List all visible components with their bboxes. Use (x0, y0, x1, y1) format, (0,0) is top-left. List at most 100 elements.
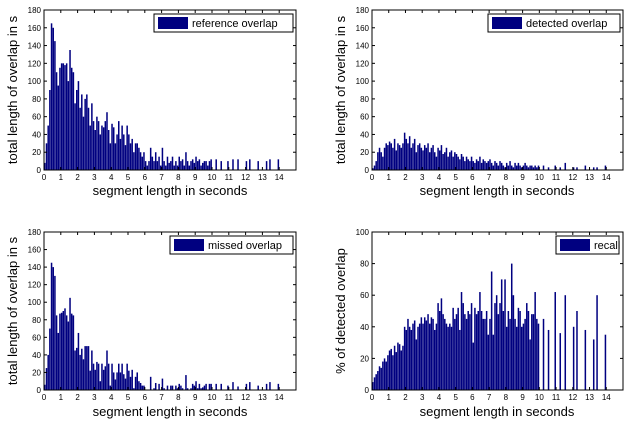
bar (504, 167, 506, 170)
bar (232, 382, 234, 390)
axes-frame (43, 231, 297, 391)
y-axis-label: % of detected overlap (333, 248, 348, 374)
bar (524, 318, 526, 390)
bar (74, 103, 76, 170)
bar (495, 162, 498, 170)
bar (163, 161, 165, 170)
bar (378, 366, 381, 390)
bar (519, 311, 521, 390)
x-tick-label: 4 (109, 173, 114, 182)
bar (554, 292, 556, 390)
x-tick-label: 13 (585, 393, 594, 402)
bar (153, 388, 155, 390)
bar (564, 295, 567, 390)
legend-swatch (492, 17, 522, 29)
bar (277, 383, 280, 390)
bar (494, 161, 496, 170)
bar (193, 162, 196, 170)
bar (477, 311, 480, 390)
bar (460, 154, 463, 170)
bar (220, 161, 222, 170)
bar (413, 320, 416, 390)
bar (502, 165, 505, 170)
bar (237, 386, 239, 390)
bar (215, 383, 217, 390)
bar (380, 367, 382, 390)
bar (102, 369, 105, 390)
bar (116, 372, 118, 390)
bar (475, 159, 478, 170)
bar (517, 162, 520, 170)
bar (522, 165, 525, 170)
bar (507, 165, 510, 170)
bar (407, 318, 409, 390)
bar (521, 326, 523, 390)
x-tick-label: 6 (143, 393, 148, 402)
bar (166, 156, 169, 170)
x-axis-label: segment length in seconds (420, 183, 575, 198)
bar (432, 318, 434, 390)
bar (398, 145, 401, 170)
bar (76, 90, 78, 170)
bar (517, 307, 520, 390)
bar (50, 262, 53, 390)
bar (382, 156, 384, 170)
bar (383, 358, 386, 390)
y-axis-label: total length of overlap in s (333, 15, 348, 164)
bar (480, 162, 483, 170)
bar (467, 159, 469, 170)
y-tick-label: 100 (356, 228, 370, 237)
x-tick-label: 5 (453, 393, 458, 402)
bar (198, 159, 201, 170)
bar (138, 381, 140, 390)
bar (139, 152, 142, 170)
x-tick-label: 1 (59, 173, 64, 182)
bar (82, 116, 85, 170)
bar (109, 143, 112, 170)
bar (418, 143, 421, 170)
bar (129, 143, 132, 170)
bar (200, 165, 202, 170)
bar (604, 165, 607, 170)
bar (465, 318, 468, 390)
legend-swatch (174, 239, 204, 251)
bar (191, 159, 194, 170)
bar (109, 385, 112, 390)
bar (47, 125, 49, 170)
bar (427, 143, 429, 170)
x-tick-label: 6 (470, 173, 475, 182)
bar (69, 50, 71, 170)
legend-swatch (158, 17, 188, 29)
bar (249, 159, 251, 170)
x-tick-label: 11 (225, 173, 234, 182)
chart-panel-reference-overlap: total length of overlap in s segment len… (5, 6, 297, 198)
bar (439, 150, 441, 170)
bar (116, 134, 118, 170)
y-axis-label: total length of overlap in s (5, 236, 20, 385)
bar (596, 295, 598, 390)
bar (245, 383, 248, 390)
bar (205, 161, 207, 170)
bar (72, 72, 75, 170)
bar (76, 347, 78, 390)
bar (427, 314, 429, 390)
bar (208, 383, 211, 390)
bar (55, 72, 58, 170)
bar (559, 333, 562, 390)
legend-label: missed overlap (208, 240, 282, 252)
bar (158, 383, 160, 390)
y-tick-label: 140 (28, 263, 42, 272)
bar (425, 147, 428, 170)
bar (497, 165, 500, 170)
bar (96, 116, 98, 170)
bar (519, 165, 521, 170)
bar (101, 125, 103, 170)
bar (45, 143, 48, 170)
x-tick-label: 8 (504, 173, 509, 182)
bar (92, 363, 95, 390)
bar (104, 121, 107, 170)
bar (423, 145, 426, 170)
y-tick-label: 100 (356, 77, 370, 86)
bar (227, 161, 229, 170)
bar (480, 311, 483, 390)
